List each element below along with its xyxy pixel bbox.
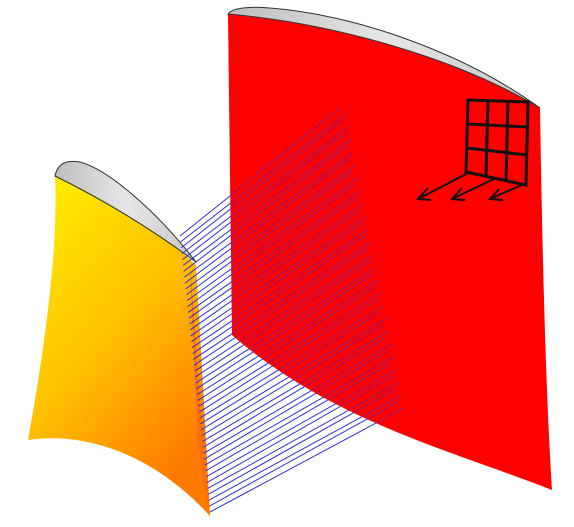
small-blade-body (28, 176, 210, 516)
ray-line-over-blade (228, 222, 364, 343)
ray-line-over-blade (228, 216, 366, 337)
ray-line-over-blade (228, 126, 349, 255)
ray-line-over-blade (228, 241, 372, 360)
grid-line (466, 146, 527, 157)
ray-line-over-blade (228, 171, 354, 296)
grid-line (467, 122, 528, 129)
ray-line-over-blade (228, 120, 343, 249)
ray-line-over-blade (228, 145, 348, 272)
ray-line-over-blade (228, 152, 354, 278)
ray-line-over-blade (228, 133, 346, 260)
ray-line-over-blade (228, 286, 377, 401)
ray-line-over-blade (228, 177, 359, 302)
ray-line-over-blade (228, 184, 356, 307)
arrow (487, 183, 525, 201)
ray-line-over-blade (228, 139, 351, 266)
ray-line-over-blade (228, 158, 351, 284)
large-blade-cap (227, 6, 541, 109)
grid-line (504, 101, 510, 181)
ray-line-over-blade (228, 273, 374, 390)
arrow (449, 177, 497, 201)
ray-line-over-blade (228, 235, 366, 354)
ray-line-over-blade (228, 279, 379, 395)
large-blade (227, 6, 552, 491)
small-blade (28, 160, 210, 516)
small-blade-cap (54, 160, 197, 263)
ray-line-over-blade (228, 209, 361, 331)
grid-frame (464, 98, 530, 187)
arrow (415, 171, 471, 201)
ray-line-over-blade (228, 190, 361, 313)
emitter-arrows (415, 171, 525, 201)
ray-line-over-blade (228, 248, 369, 366)
ray-line-over-blade (228, 228, 369, 348)
grid-line (484, 100, 490, 177)
ray-line-over-blade (228, 254, 374, 372)
ray-line (209, 407, 405, 513)
ray-line-over-blade (228, 113, 346, 243)
ray-line-over-blade (228, 267, 377, 384)
ray-line-over-blade (228, 107, 341, 237)
ray-line-over-blade (228, 260, 371, 378)
ray-line-over-blade (228, 196, 359, 319)
ray-line-over-blade (228, 165, 356, 290)
grid-emitter (464, 98, 530, 187)
ray-line-over-blade (228, 203, 364, 325)
